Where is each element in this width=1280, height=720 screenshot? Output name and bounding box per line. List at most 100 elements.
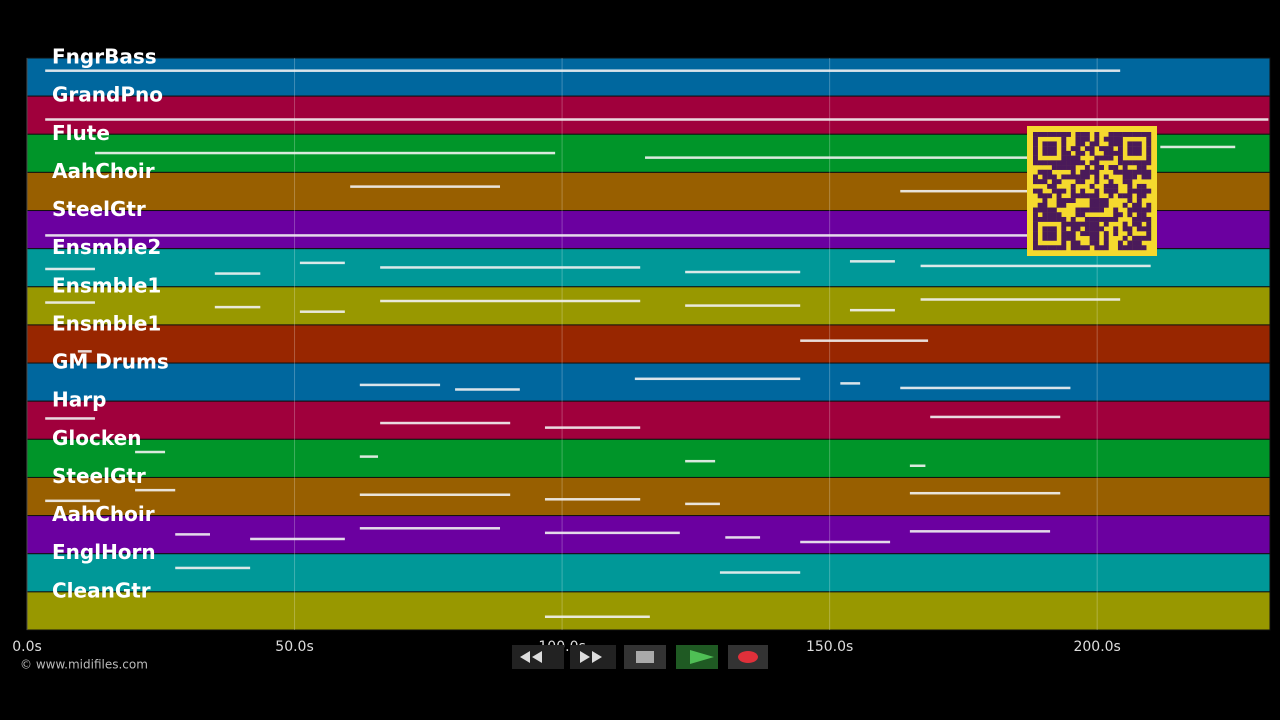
qr-module — [1127, 169, 1133, 175]
qr-module — [1108, 188, 1114, 194]
qr-module — [1075, 136, 1081, 142]
qr-module — [1103, 216, 1109, 222]
notes — [45, 69, 1269, 619]
qr-module — [1080, 160, 1086, 166]
qr-module — [1051, 235, 1057, 241]
qr-module — [1108, 179, 1114, 185]
qr-module — [1146, 174, 1152, 180]
qr-module — [1103, 188, 1109, 194]
note — [900, 189, 1031, 193]
qr-module — [1141, 245, 1147, 251]
forward-button[interactable] — [570, 645, 616, 669]
qr-module — [1042, 245, 1048, 251]
qr-module — [1103, 245, 1109, 251]
qr-module — [1051, 188, 1057, 194]
qr-module — [1117, 240, 1123, 246]
qr-module — [1146, 235, 1152, 241]
stop-button[interactable] — [624, 645, 666, 669]
qr-module — [1037, 245, 1043, 251]
qr-module — [1103, 231, 1109, 237]
qr-module — [1051, 179, 1057, 185]
qr-module — [1075, 150, 1081, 156]
qr-module — [1051, 160, 1057, 166]
qr-module — [1122, 179, 1128, 185]
qr-module — [1075, 226, 1081, 232]
qr-module — [1061, 245, 1067, 251]
qr-module — [1136, 207, 1142, 213]
qr-module — [1146, 221, 1152, 227]
qr-module — [1099, 155, 1104, 161]
qr-module — [1136, 188, 1142, 194]
qr-module — [1132, 150, 1138, 156]
record-button[interactable] — [728, 645, 768, 669]
qr-module — [1141, 132, 1147, 137]
qr-module — [1037, 193, 1043, 199]
qr-module — [1042, 202, 1048, 208]
qr-module — [1132, 146, 1138, 152]
qr-module — [1080, 231, 1086, 237]
qr-module — [1117, 136, 1123, 142]
qr-module — [1084, 169, 1090, 175]
qr-module — [1056, 202, 1062, 208]
qr-module — [1089, 221, 1095, 227]
qr-module — [1099, 146, 1104, 152]
qr-module — [1070, 216, 1076, 222]
note — [45, 267, 95, 271]
track-lane — [26, 438, 1271, 478]
qr-module — [1070, 235, 1076, 241]
qr-module — [1089, 193, 1095, 199]
qr-module — [1099, 165, 1104, 170]
note — [1160, 145, 1236, 149]
qr-module — [1066, 160, 1071, 166]
qr-module — [1127, 226, 1133, 232]
qr-module — [1056, 132, 1062, 137]
qr-module — [1084, 216, 1090, 222]
qr-module — [1033, 221, 1038, 227]
qr-module — [1066, 235, 1071, 241]
qr-module — [1080, 174, 1086, 180]
qr-module — [1042, 193, 1048, 199]
qr-module — [1061, 150, 1067, 156]
qr-module — [1136, 202, 1142, 208]
note — [380, 266, 641, 269]
qr-module — [1051, 212, 1057, 218]
qr-module — [1080, 132, 1086, 137]
qr-module — [1146, 207, 1152, 213]
qr-module — [1122, 160, 1128, 166]
qr-module — [1075, 207, 1081, 213]
track-label: Harp — [52, 388, 106, 412]
qr-module — [1037, 179, 1043, 185]
track-label: AahChoir — [52, 159, 155, 183]
qr-module — [1146, 136, 1152, 142]
qr-module — [1047, 169, 1053, 175]
qr-module — [1146, 141, 1152, 147]
qr-module — [1051, 183, 1057, 189]
qr-module — [1127, 183, 1133, 189]
qr-module — [1037, 207, 1043, 213]
qr-module — [1051, 132, 1057, 137]
qr-module — [1051, 207, 1057, 213]
qr-module — [1122, 226, 1128, 232]
qr-module — [1056, 179, 1062, 185]
rewind-button[interactable] — [512, 645, 564, 669]
qr-module — [1061, 174, 1067, 180]
track-lane — [26, 591, 1271, 631]
note — [350, 185, 501, 188]
qr-module — [1047, 132, 1053, 137]
track-lane — [26, 286, 1271, 326]
qr-module — [1033, 235, 1038, 241]
note — [800, 540, 891, 544]
track-labels: FngrBass GrandPno Flute AahChoir SteelGtr Ens… — [52, 45, 169, 603]
qr-module — [1136, 146, 1142, 152]
qr-module — [1070, 160, 1076, 166]
qr-module — [1094, 245, 1100, 251]
qr-module — [1113, 188, 1119, 194]
qr-module — [1033, 146, 1038, 152]
track-label: GrandPno — [52, 83, 163, 107]
play-button[interactable] — [676, 645, 718, 669]
qr-module — [1113, 150, 1119, 156]
qr-module — [1075, 160, 1081, 166]
qr-module — [1066, 174, 1071, 180]
qr-module — [1051, 146, 1057, 152]
qr-module — [1070, 183, 1076, 189]
